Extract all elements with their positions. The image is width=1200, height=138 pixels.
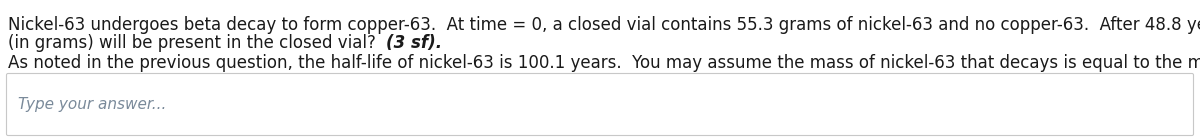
Text: Nickel-63 undergoes beta decay to form copper-63.  At time = 0, a closed vial co: Nickel-63 undergoes beta decay to form c… bbox=[8, 16, 1200, 34]
Text: (in grams) will be present in the closed vial?: (in grams) will be present in the closed… bbox=[8, 34, 386, 52]
Text: (3 sf).: (3 sf). bbox=[386, 34, 443, 52]
FancyBboxPatch shape bbox=[6, 74, 1194, 136]
Text: As noted in the previous question, the half-life of nickel-63 is 100.1 years.  Y: As noted in the previous question, the h… bbox=[8, 54, 1200, 72]
Text: Type your answer...: Type your answer... bbox=[18, 97, 167, 112]
